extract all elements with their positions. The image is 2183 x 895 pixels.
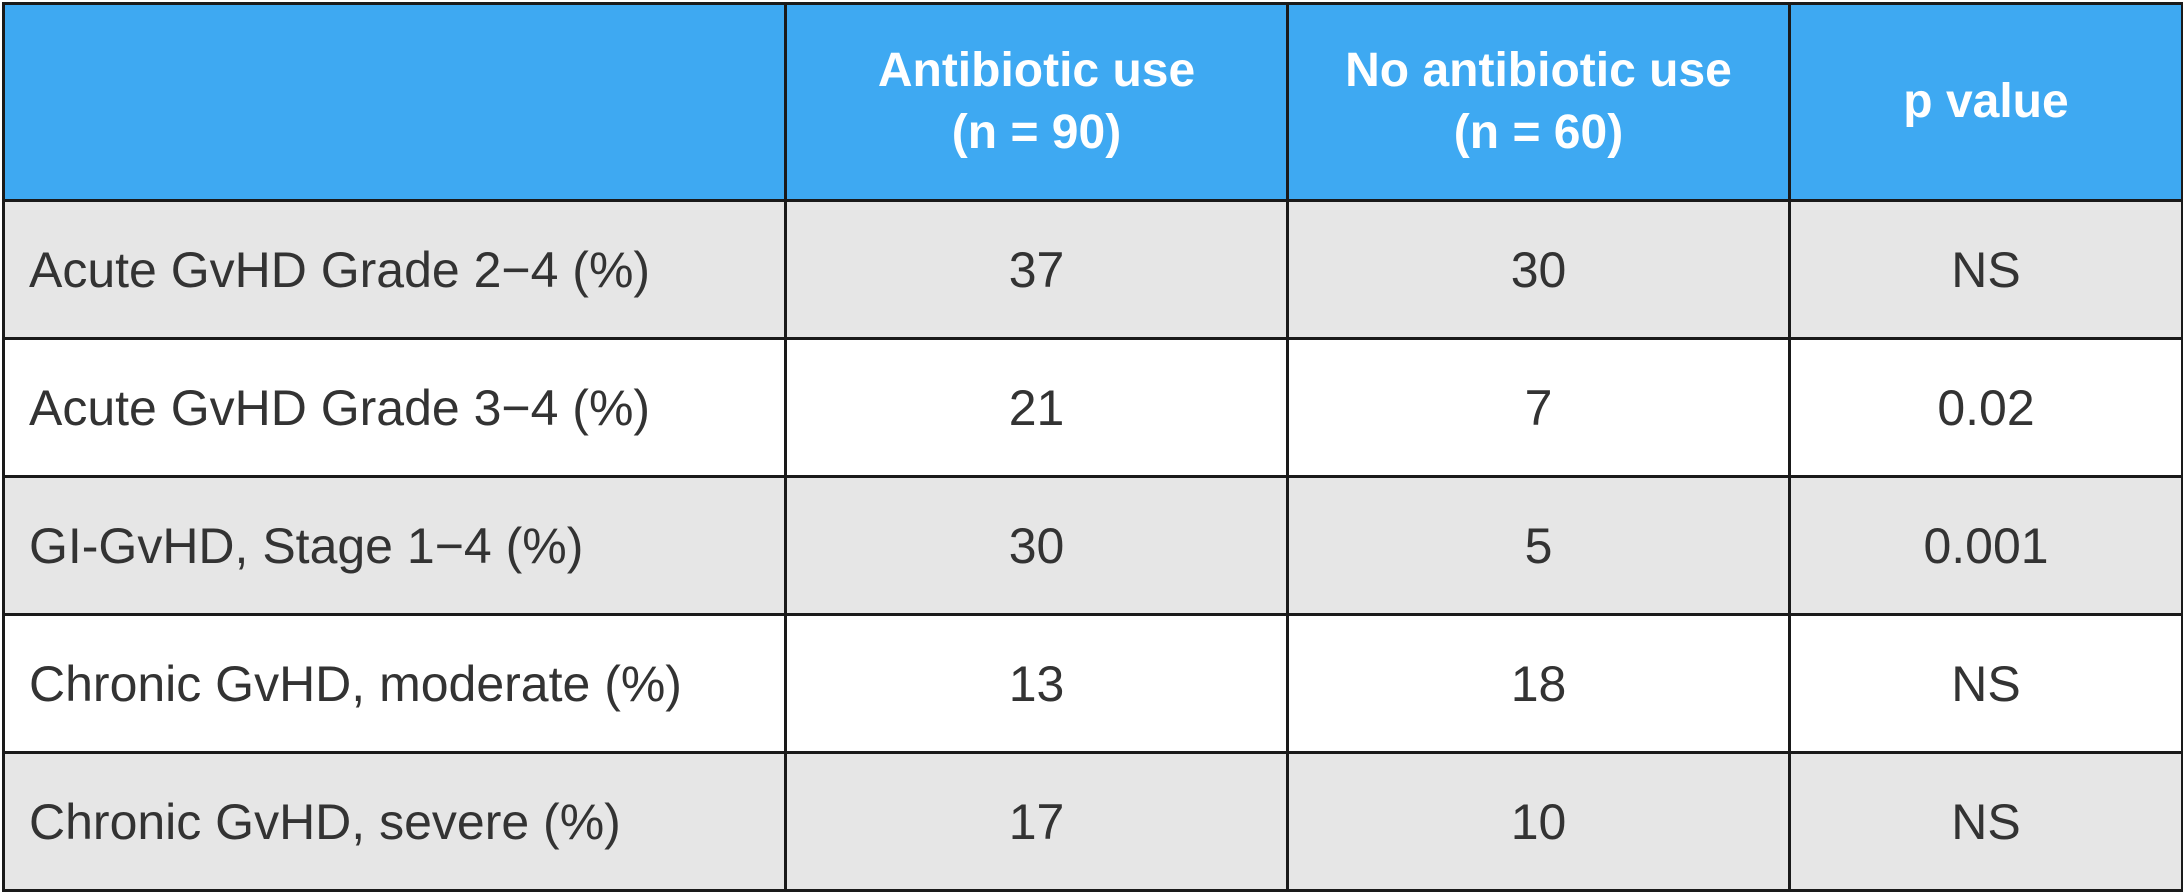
row-label: Acute GvHD Grade 3−4 (%) [2, 337, 787, 478]
p-value: NS [1788, 751, 2183, 892]
no-antibiotic-value: 18 [1286, 613, 1791, 754]
p-value: 0.02 [1788, 337, 2183, 478]
table-row: Acute GvHD Grade 3−4 (%) 21 7 0.02 [2, 337, 2183, 478]
header-antibiotic-use-n: (n = 90) [951, 106, 1122, 159]
table-row: GI-GvHD, Stage 1−4 (%) 30 5 0.001 [2, 475, 2183, 616]
header-antibiotic-use: Antibiotic use (n = 90) [784, 2, 1289, 202]
antibiotic-value: 17 [784, 751, 1289, 892]
antibiotic-value: 21 [784, 337, 1289, 478]
no-antibiotic-value: 7 [1286, 337, 1791, 478]
table-row: Chronic GvHD, moderate (%) 13 18 NS [2, 613, 2183, 754]
header-no-antibiotic-use-n: (n = 60) [1453, 106, 1624, 159]
table-row: Chronic GvHD, severe (%) 17 10 NS [2, 751, 2183, 892]
header-antibiotic-use-title: Antibiotic use [877, 44, 1196, 97]
table-row: Acute GvHD Grade 2−4 (%) 37 30 NS [2, 199, 2183, 340]
header-row: Antibiotic use (n = 90) No antibiotic us… [2, 2, 2183, 202]
header-no-antibiotic-use-title: No antibiotic use [1345, 44, 1732, 97]
header-p-value: p value [1788, 2, 2183, 202]
row-label: Chronic GvHD, severe (%) [2, 751, 787, 892]
antibiotic-value: 37 [784, 199, 1289, 340]
row-label: Acute GvHD Grade 2−4 (%) [2, 199, 787, 340]
row-label: GI-GvHD, Stage 1−4 (%) [2, 475, 787, 616]
p-value: NS [1788, 199, 2183, 340]
p-value: 0.001 [1788, 475, 2183, 616]
header-no-antibiotic-use: No antibiotic use (n = 60) [1286, 2, 1791, 202]
no-antibiotic-value: 5 [1286, 475, 1791, 616]
antibiotic-value: 13 [784, 613, 1289, 754]
no-antibiotic-value: 30 [1286, 199, 1791, 340]
header-blank-cell [2, 2, 787, 202]
no-antibiotic-value: 10 [1286, 751, 1791, 892]
antibiotic-value: 30 [784, 475, 1289, 616]
p-value: NS [1788, 613, 2183, 754]
row-label: Chronic GvHD, moderate (%) [2, 613, 787, 754]
